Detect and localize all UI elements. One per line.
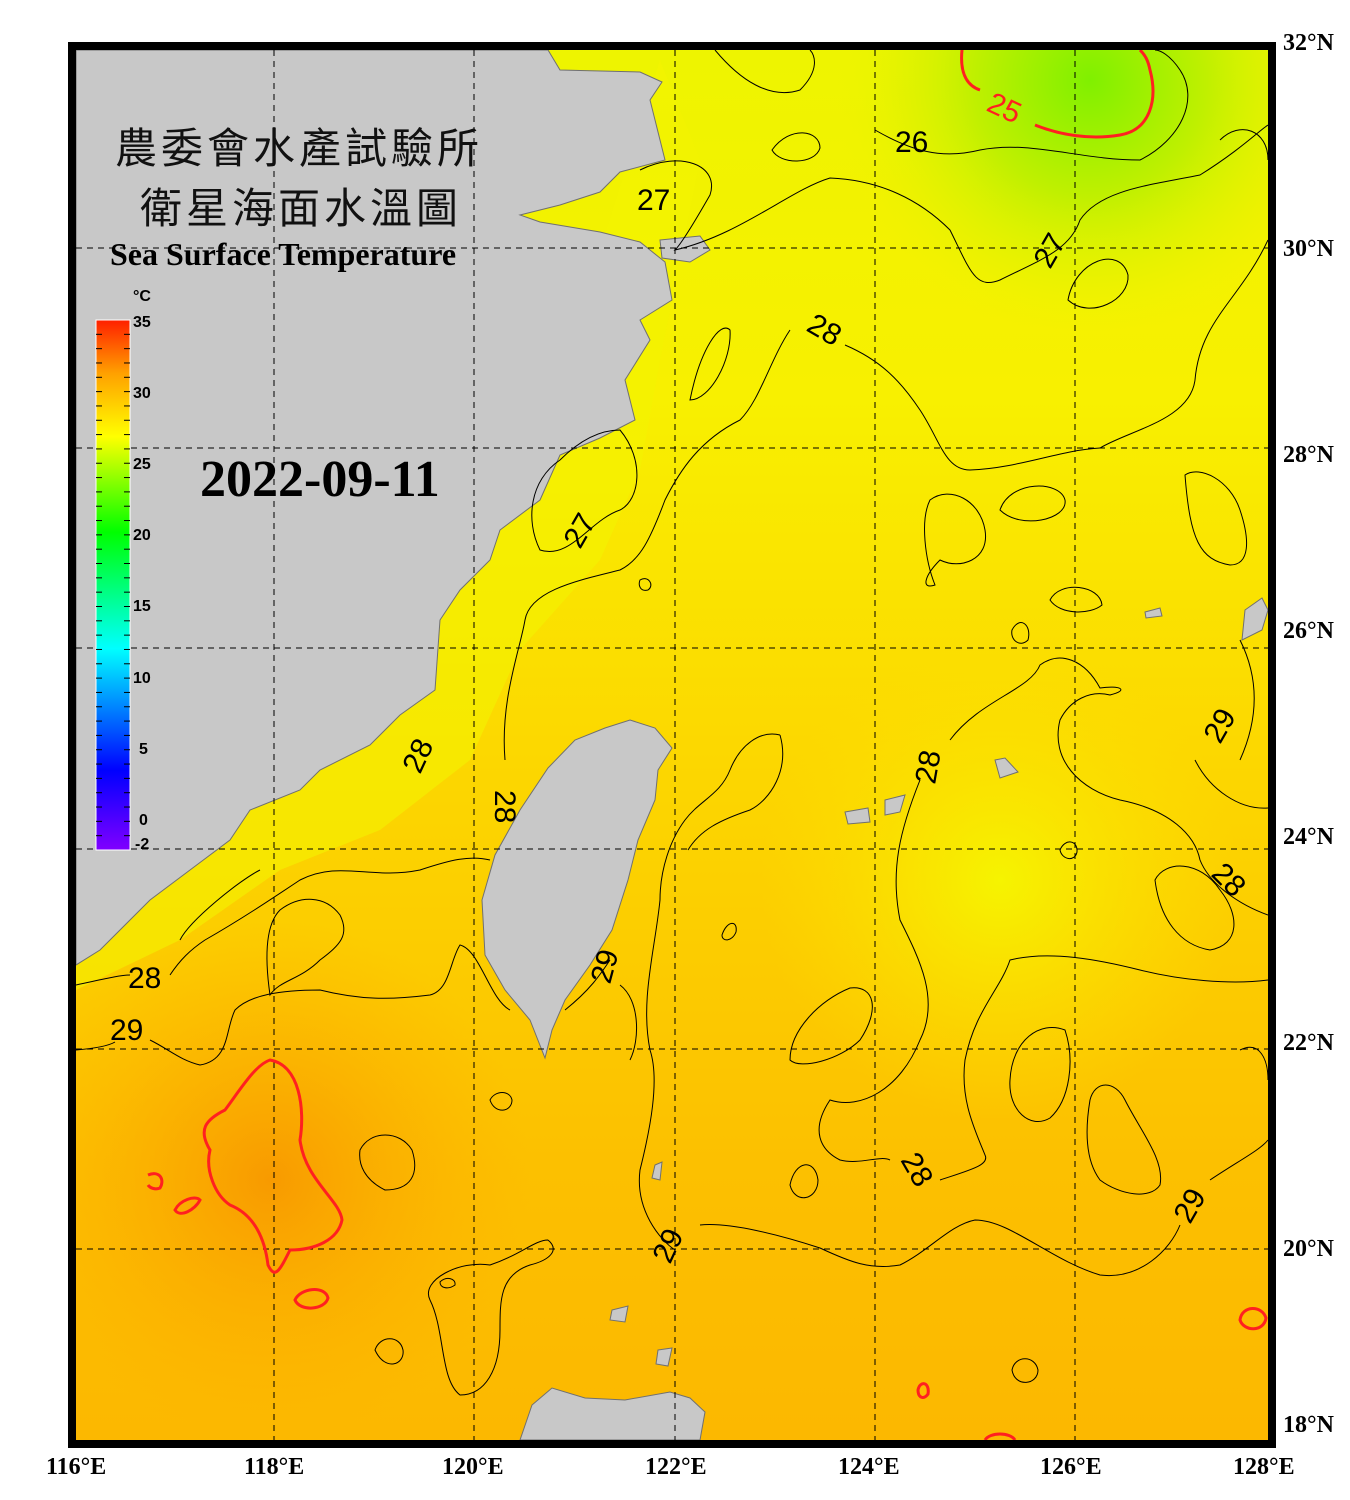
highlight-isotherms (146, 50, 1268, 1440)
colorbar-tick-label: 25 (133, 456, 151, 473)
contour-label: 28 (488, 790, 521, 823)
lat-label: 18°N (1283, 1412, 1334, 1438)
colorbar-tick-label: 30 (133, 385, 151, 402)
lon-label: 120°E (442, 1454, 504, 1480)
lon-label: 124°E (838, 1454, 900, 1480)
contour-label: 29 (110, 1014, 143, 1047)
land-luzon (519, 1387, 706, 1440)
lon-label: 116°E (46, 1454, 107, 1480)
colorbar-tick-label: -2 (135, 836, 150, 853)
colorbar-tick-label: 20 (133, 527, 151, 544)
contour-label: 26 (895, 126, 928, 159)
colorbar-tick-label: 35 (133, 314, 151, 331)
map-date: 2022-09-11 (200, 451, 440, 508)
lat-label: 24°N (1283, 824, 1334, 850)
colorbar (95, 319, 131, 851)
colorbar-tick-label: 10 (133, 670, 151, 687)
lon-label: 128°E (1233, 1454, 1295, 1480)
lat-label: 32°N (1283, 30, 1334, 56)
islands (609, 235, 1268, 1367)
title-chinese-line2: 衛星海面水溫圖 (140, 184, 463, 233)
lon-label: 126°E (1040, 1454, 1102, 1480)
contour-label: 28 (909, 748, 947, 787)
isotherms (76, 50, 1268, 1396)
lat-label: 20°N (1283, 1236, 1334, 1262)
contour-label: 27 (637, 184, 670, 217)
lon-label: 118°E (244, 1454, 305, 1480)
title-english: Sea Surface Temperature (110, 236, 457, 272)
title-chinese-line1: 農委會水產試驗所 (115, 124, 484, 173)
graticule (76, 50, 1268, 1440)
colorbar-tick-label: 15 (133, 598, 151, 615)
lat-label: 26°N (1283, 618, 1334, 644)
colorbar-ticks (96, 333, 130, 837)
lat-label: 30°N (1283, 236, 1334, 262)
map-frame (68, 42, 1276, 1448)
contour-label: 28 (128, 962, 161, 995)
land-china (76, 50, 673, 966)
lon-label: 122°E (645, 1454, 707, 1480)
colorbar-tick-label: 0 (139, 812, 148, 829)
land-taiwan (481, 719, 673, 1060)
colorbar-unit: °C (133, 288, 151, 305)
lat-label: 28°N (1283, 442, 1334, 468)
colorbar-tick-label: 5 (139, 741, 148, 758)
lat-label: 22°N (1283, 1030, 1334, 1056)
